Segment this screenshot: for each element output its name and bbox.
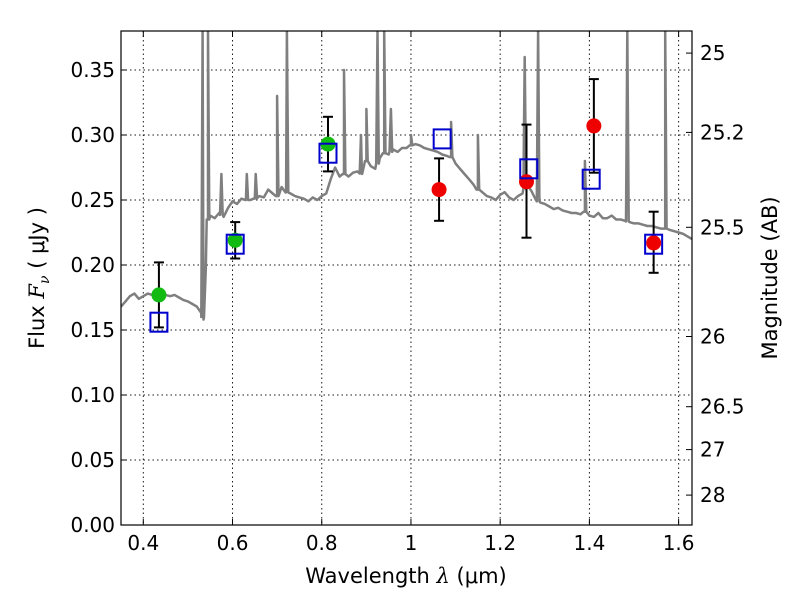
sed-spectrum-line <box>121 31 692 321</box>
model-flux-square <box>581 168 601 190</box>
observed-flux-point <box>646 235 662 251</box>
observed-flux-point <box>431 182 447 198</box>
plot-frame <box>120 30 693 526</box>
x-tick-label: 1.4 <box>573 531 605 555</box>
model-flux-square <box>318 142 338 164</box>
model-flux-square <box>519 158 539 180</box>
x-tick-label: 0.6 <box>217 531 249 555</box>
model-flux-square <box>644 233 664 255</box>
y-tick-label: 0.20 <box>70 253 115 277</box>
y-tick-label: 0.15 <box>70 318 115 342</box>
observed-flux-point <box>151 287 167 303</box>
y-tick-label: 0.30 <box>70 123 115 147</box>
x-axis-title: Wavelength λ (μm) <box>305 564 506 588</box>
x-tick-label: 1 <box>405 531 418 555</box>
x-tick-label: 0.4 <box>127 531 159 555</box>
plot-area <box>121 31 692 321</box>
observed-flux-point <box>586 118 602 134</box>
model-flux-square <box>225 233 245 255</box>
data-markers <box>149 78 664 333</box>
y-axis-title: Flux Fν ( μJy ) <box>25 207 53 349</box>
observed-flux-point <box>518 174 534 190</box>
x-tick-label: 0.8 <box>306 531 338 555</box>
model-flux-square <box>432 128 452 150</box>
y2-tick-label: 27 <box>700 438 725 462</box>
y2-tick-label: 26 <box>700 325 725 349</box>
model-flux-square <box>149 311 169 333</box>
observed-flux-point <box>227 232 243 248</box>
y-tick-label: 0.00 <box>70 513 115 537</box>
y2-tick-label: 25.2 <box>700 120 745 144</box>
y-tick-label: 0.05 <box>70 448 115 472</box>
y2-tick-label: 25.5 <box>700 215 745 239</box>
y2-tick-label: 25 <box>700 41 725 65</box>
y2-tick-label: 28 <box>700 483 725 507</box>
y2-axis-title: Magnitude (AB) <box>758 196 782 359</box>
x-tick-label: 1.6 <box>663 531 695 555</box>
y-tick-label: 0.25 <box>70 188 115 212</box>
axis-ticks: 0.4 0.6 0.8 1 1.2 1.4 1.6 0.00 0.05 0.10 0.15 0.20 0… <box>70 31 745 555</box>
y-tick-label: 0.10 <box>70 383 115 407</box>
y2-tick-label: 26.5 <box>700 395 745 419</box>
y-tick-label: 0.35 <box>70 58 115 82</box>
x-tick-label: 1.2 <box>484 531 516 555</box>
